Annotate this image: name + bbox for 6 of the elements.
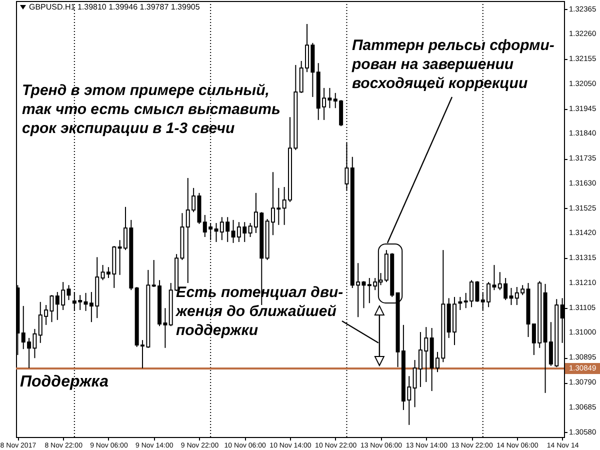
candlestick bbox=[458, 296, 462, 310]
chart-title: GBPUSD.H1 1.39810 1.39946 1.39787 1.39905 bbox=[29, 2, 200, 12]
annotation: Тренд в этом примере сильный, так что есть смысл выставить срок экспирации в 1-3 свечи bbox=[22, 82, 280, 137]
candlestick bbox=[66, 284, 71, 301]
annotation: Паттерн рельсы сформи- рован на завершении восходящей коррекции bbox=[351, 37, 554, 92]
ref-line-label: Поддержка bbox=[20, 374, 109, 391]
